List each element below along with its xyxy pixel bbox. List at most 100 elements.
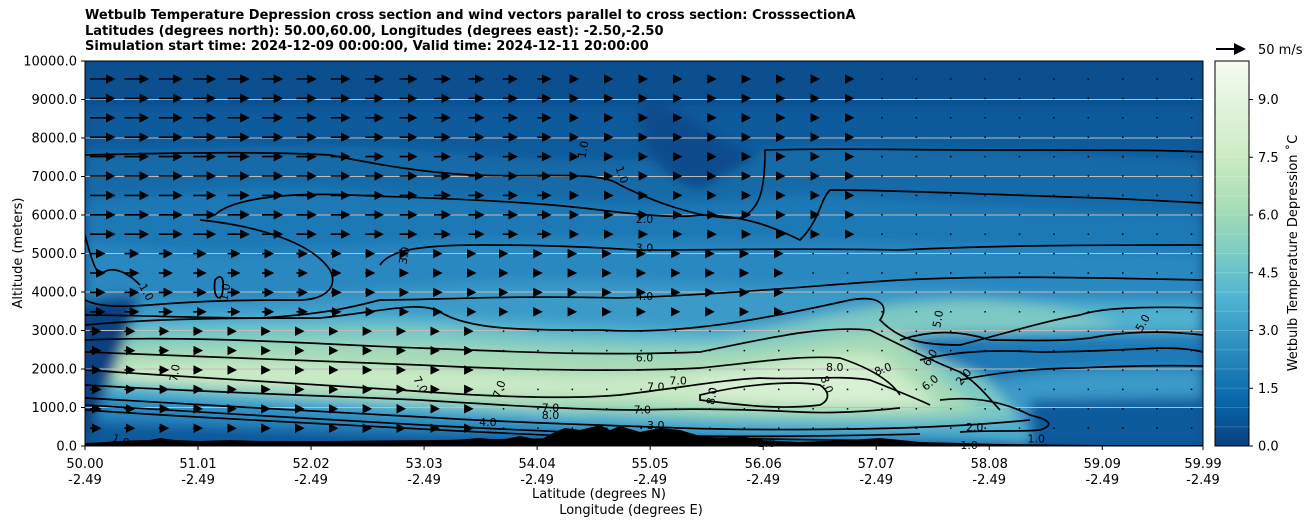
- contour-label: 8.0: [873, 360, 894, 378]
- chart-title: Wetbulb Temperature Depression cross sec…: [85, 8, 856, 55]
- colorbar-tick-label: 6.0: [1258, 209, 1279, 224]
- contour-small-loop: [213, 276, 225, 299]
- x-tick-lat: 59.99: [1184, 457, 1221, 472]
- contour-label: 7.0: [634, 403, 652, 416]
- contour-label: 4.0: [479, 416, 497, 429]
- y-tick-label: 9000.0: [32, 93, 78, 108]
- title-line-2: Latitudes (degrees north): 50.00,60.00, …: [85, 23, 664, 39]
- y-tick-label: 10000.0: [23, 55, 77, 70]
- y-tick-label: 7000.0: [32, 170, 78, 185]
- x-tick-lon: -2.49: [1085, 473, 1119, 488]
- colorbar-bar: [1214, 60, 1250, 447]
- title-line-3: Simulation start time: 2024-12-09 00:00:…: [85, 39, 649, 54]
- y-tick-label: 8000.0: [32, 132, 78, 147]
- x-tick-lat: 52.02: [292, 457, 329, 472]
- y-tick-label: 0.0: [56, 440, 77, 455]
- contour-right-1: [899, 331, 1203, 342]
- contour-label: 8.0: [542, 409, 560, 422]
- contour-5: [85, 297, 1203, 346]
- contour-label: 8.0: [817, 374, 835, 395]
- x-tick-lat: 51.01: [179, 457, 216, 472]
- contour-label: 1.0: [217, 282, 233, 301]
- contour-label: 7.0: [647, 381, 665, 394]
- contour-label: 6.0: [636, 351, 654, 364]
- contour-label: 7.0: [669, 375, 687, 388]
- x-tick-lon: -2.49: [972, 473, 1006, 488]
- colorbar-tick-label: 7.5: [1258, 151, 1279, 166]
- contour-right-4: [939, 397, 1050, 433]
- contour-label: 1.0: [1028, 432, 1046, 445]
- contour-low-1: [97, 437, 901, 445]
- x-axis-ticks: 50.00-2.4951.01-2.4952.02-2.4953.03-2.49…: [66, 446, 1222, 488]
- contour-label: 7.0: [167, 363, 183, 382]
- colorbar-tick-label: 9.0: [1258, 93, 1279, 108]
- contour-label: 3.0: [397, 246, 413, 265]
- contour-label: 1.0: [110, 432, 131, 450]
- contour-label: 4.0: [636, 290, 654, 303]
- contour-lower-1: [85, 397, 1031, 431]
- wind-vectors: [90, 74, 1193, 434]
- contour-label: 5.0: [930, 309, 946, 328]
- y-tick-label: 4000.0: [32, 286, 78, 301]
- x-tick-lon: -2.49: [859, 473, 893, 488]
- x-tick-lon: -2.49: [746, 473, 780, 488]
- x-tick-lat: 50.00: [66, 457, 103, 472]
- title-line-1: Wetbulb Temperature Depression cross sec…: [85, 8, 856, 23]
- contour-label: 1.0: [576, 140, 592, 159]
- x-axis-label-lat: Latitude (degrees N): [532, 487, 666, 502]
- contour-label: 2.0: [636, 213, 654, 226]
- x-tick-lat: 55.05: [632, 457, 669, 472]
- colorbar-tick-label: 0.0: [1258, 440, 1279, 455]
- colorbar-tick-label: 3.0: [1258, 324, 1279, 339]
- contour-label: 1.0: [960, 439, 978, 452]
- x-tick-lat: 58.08: [971, 457, 1008, 472]
- y-tick-label: 6000.0: [32, 209, 78, 224]
- x-axis-label-lon: Longitude (degrees E): [559, 503, 703, 518]
- contour-7: [85, 369, 931, 406]
- y-tick-label: 3000.0: [32, 324, 78, 339]
- quiver-key-label: 50 m/s: [1258, 43, 1303, 58]
- contour-label: 8.0: [704, 386, 720, 405]
- contour-7b: [85, 384, 901, 414]
- x-tick-lon: -2.49: [633, 473, 667, 488]
- contour-3: [379, 244, 1203, 266]
- contour-6: [85, 328, 1001, 411]
- contour-label: 2.0: [966, 421, 984, 434]
- x-tick-lon: -2.49: [407, 473, 441, 488]
- x-tick-lon: -2.49: [181, 473, 215, 488]
- contour-lower-2: [85, 404, 921, 438]
- x-tick-lon: -2.49: [68, 473, 102, 488]
- colorbar-tick-label: 1.5: [1258, 382, 1279, 397]
- contour-6b: [85, 351, 901, 396]
- x-tick-lat: 57.07: [858, 457, 895, 472]
- contour-label: 1.0: [758, 437, 776, 450]
- y-tick-label: 1000.0: [32, 401, 78, 416]
- y-axis-ticks: 0.0 1000.0 2000.0 3000.0 4000.0 5000.0 6000.0 7…: [23, 55, 85, 455]
- x-tick-lat: 56.06: [745, 457, 782, 472]
- contour-label: 7.0: [490, 379, 508, 400]
- contour-label: 1.0: [613, 164, 631, 185]
- contour-8: [699, 382, 829, 408]
- y-tick-label: 2000.0: [32, 363, 78, 378]
- contour-label: 3.0: [647, 419, 665, 432]
- contour-label: 3.0: [636, 242, 654, 255]
- contour-right-2: [919, 347, 1203, 361]
- x-tick-lat: 53.03: [405, 457, 442, 472]
- x-tick-lon: -2.49: [294, 473, 328, 488]
- contour-3-closed: [85, 219, 334, 308]
- colorbar: 0.0 1.5 3.0 4.5 6.0 7.5 9.0 Wetbulb Temperatur…: [1214, 60, 1301, 455]
- contour-right-3: [959, 364, 1203, 381]
- colorbar-label: Wetbulb Temperature Depression ˚C: [1285, 135, 1301, 372]
- x-tick-lat: 54.04: [519, 457, 556, 472]
- y-tick-label: 5000.0: [32, 247, 78, 262]
- x-tick-lon: -2.49: [520, 473, 554, 488]
- x-tick-lat: 59.09: [1084, 457, 1121, 472]
- contour-1-upper: [85, 148, 1203, 219]
- contour-label: 7.0: [542, 402, 560, 415]
- contour-lines: [85, 148, 1203, 445]
- y-axis-label: Altitude (meters): [11, 198, 26, 309]
- colorbar-tick-label: 4.5: [1258, 266, 1279, 281]
- contour-label: 8.0: [826, 361, 844, 374]
- x-tick-lon: -2.49: [1186, 473, 1220, 488]
